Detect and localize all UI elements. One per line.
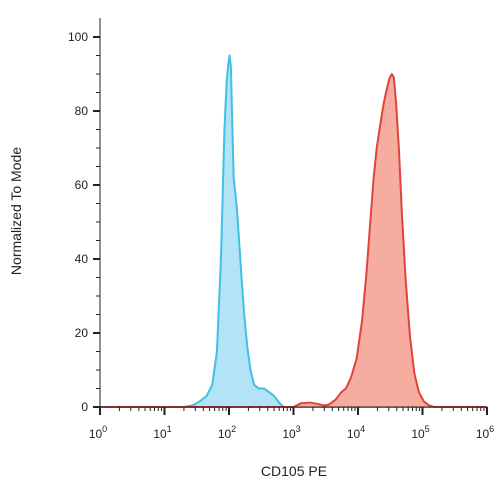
y-ticks: 0 20 40 60 80 100 (68, 30, 100, 414)
x-tick-label: 106 (476, 424, 494, 441)
y-axis-title: Normalized To Mode (8, 147, 24, 275)
y-tick-label: 0 (81, 400, 88, 414)
x-tick-label: 105 (411, 424, 429, 441)
x-tick-label: 101 (153, 424, 171, 441)
series-layer (100, 54, 487, 408)
series-1-line (100, 54, 487, 408)
series-2-area (100, 74, 487, 407)
y-tick-label: 80 (75, 104, 89, 118)
x-tick-label: 104 (347, 424, 365, 441)
y-tick-label: 40 (75, 252, 89, 266)
x-tick-label: 103 (282, 424, 300, 441)
x-tick-label: 102 (218, 424, 236, 441)
axis-layer (99, 18, 487, 408)
series-2-line (100, 73, 487, 408)
x-ticks: 100 101 102 103 104 105 106 (89, 407, 494, 441)
y-tick-label: 100 (68, 30, 88, 44)
y-tick-label: 60 (75, 178, 89, 192)
x-tick-label: 100 (89, 424, 107, 441)
series-1-area (100, 55, 487, 407)
y-tick-label: 20 (75, 326, 89, 340)
x-axis-title: CD105 PE (261, 463, 327, 479)
